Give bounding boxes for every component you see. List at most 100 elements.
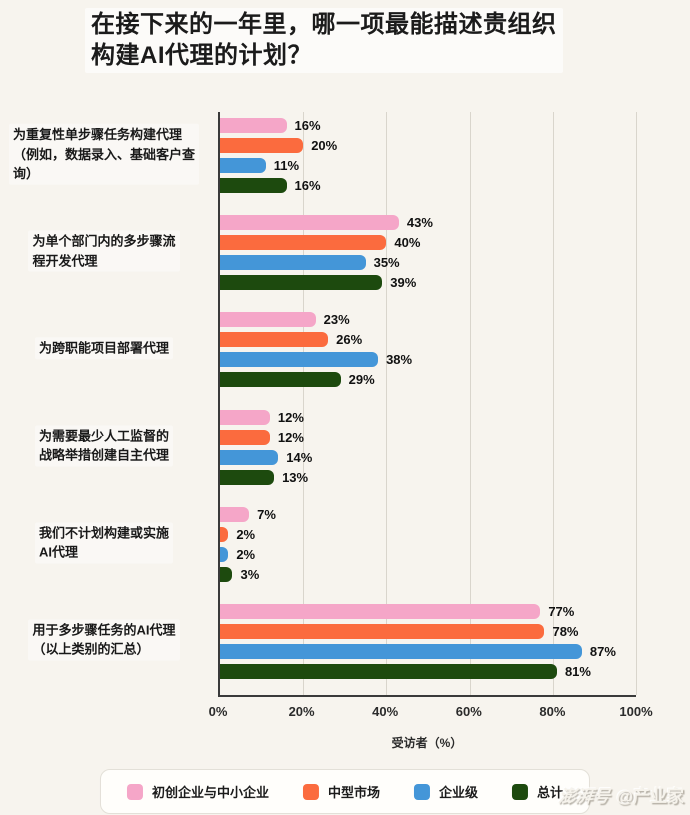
category-label-text: 为单个部门内的多步骤流 程开发代理 <box>28 230 180 272</box>
bar-中型市场 <box>220 332 329 348</box>
bar-value: 77% <box>548 603 575 619</box>
bar-value: 2% <box>236 526 256 542</box>
legend-item: 中型市场 <box>302 782 380 801</box>
bar-value: 38% <box>386 352 413 368</box>
gridline-60 <box>469 112 471 695</box>
bar-初创企业与中小企业 <box>220 409 270 425</box>
category-label: 为需要最少人工监督的 战略举措创建自主代理 <box>4 425 204 467</box>
bar-总计 <box>220 372 341 388</box>
bar-row: 81% <box>220 663 636 679</box>
x-tick: 60% <box>455 704 482 719</box>
bar-row: 16% <box>220 178 636 193</box>
legend: 初创企业与中小企业 中型市场 企业级 总计 <box>99 769 591 814</box>
bar-row: 14% <box>220 449 636 465</box>
bar-row: 3% <box>220 566 636 582</box>
bar-总计 <box>220 663 557 679</box>
bar-value: 2% <box>236 546 256 562</box>
bar-row: 77% <box>220 603 636 619</box>
category-label-text: 为需要最少人工监督的 战略举措创建自主代理 <box>34 425 173 467</box>
bar-企业级 <box>220 546 229 562</box>
bar-企业级 <box>220 643 582 659</box>
bar-中型市场 <box>220 138 304 153</box>
category-label-text: 用于多步骤任务的AI代理 （以上类别的汇总） <box>28 619 180 661</box>
legend-swatch <box>512 783 529 800</box>
bar-中型市场 <box>220 235 387 251</box>
category-group: 为需要最少人工监督的 战略举措创建自主代理 12% 12% 14% 13% <box>34 404 636 501</box>
bar-row: 35% <box>220 255 636 271</box>
bar-企业级 <box>220 449 279 465</box>
bar-row: 7% <box>220 506 636 522</box>
category-label: 我们不计划构建或实施 AI代理 <box>4 522 204 564</box>
x-axis-label: 受访者（%） <box>391 736 463 750</box>
category-group: 用于多步骤任务的AI代理 （以上类别的汇总） 77% 78% 87% 81% <box>28 598 636 695</box>
bar-row: 13% <box>220 469 636 485</box>
bar-row: 29% <box>220 372 636 388</box>
legend-label: 初创企业与中小企业 <box>151 785 269 800</box>
bar-企业级 <box>220 255 366 271</box>
bar-row: 87% <box>220 643 636 659</box>
bar-row: 39% <box>220 275 636 291</box>
category-group: 为跨职能项目部署代理 23% 26% 38% 29% <box>34 306 636 403</box>
bar-初创企业与中小企业 <box>220 215 399 231</box>
gridline-20 <box>303 112 305 695</box>
category-group: 为重复性单步骤任务构建代理 （例如，数据录入、基础客户查 询） 16% 20% 11%… <box>8 112 636 209</box>
bar-groups: 为重复性单步骤任务构建代理 （例如，数据录入、基础客户查 询） 16% 20% 11%… <box>8 112 636 695</box>
gridline-40 <box>386 112 388 695</box>
x-tick: 0% <box>208 704 228 719</box>
legend-item: 初创企业与中小企业 <box>126 782 269 801</box>
bar-中型市场 <box>220 526 229 542</box>
category-label: 用于多步骤任务的AI代理 （以上类别的汇总） <box>4 619 204 661</box>
x-axis-ticks: 0% 20% 40% 60% 80% 100% <box>209 704 653 722</box>
bar-row: 26% <box>220 332 636 348</box>
category-label: 为单个部门内的多步骤流 程开发代理 <box>4 230 204 272</box>
bar-row: 23% <box>220 312 636 328</box>
bar-总计 <box>220 469 275 485</box>
bar-row: 12% <box>220 409 636 425</box>
bar-row: 12% <box>220 429 636 445</box>
bar-value: 78% <box>552 623 579 639</box>
bar-value: 13% <box>282 469 309 485</box>
bar-row: 38% <box>220 352 636 368</box>
bar-初创企业与中小企业 <box>220 312 316 328</box>
bar-value: 35% <box>373 255 400 271</box>
plot-area: 为重复性单步骤任务构建代理 （例如，数据录入、基础客户查 询） 16% 20% 11%… <box>8 112 637 697</box>
bar-value: 39% <box>390 275 417 291</box>
legend-swatch <box>126 783 143 800</box>
bar-value: 26% <box>336 332 363 348</box>
legend-label: 总计 <box>537 785 564 800</box>
category-label: 为跨职能项目部署代理 <box>4 337 204 360</box>
gridline-80 <box>552 112 554 695</box>
category-label: 为重复性单步骤任务构建代理 （例如，数据录入、基础客户查 询） <box>4 123 204 185</box>
bar-总计 <box>220 178 287 193</box>
bar-row: 2% <box>220 526 636 542</box>
bar-value: 43% <box>406 215 433 231</box>
bar-总计 <box>220 275 383 291</box>
bar-企业级 <box>220 158 266 173</box>
bar-value: 40% <box>394 235 421 251</box>
legend-item: 总计 <box>512 782 563 801</box>
watermark: 澎湃号 @产业家 <box>558 782 684 807</box>
bar-value: 81% <box>564 663 591 679</box>
legend-swatch <box>414 783 430 800</box>
bar-value: 12% <box>277 429 304 445</box>
bar-初创企业与中小企业 <box>220 118 287 133</box>
bar-中型市场 <box>220 429 270 445</box>
x-tick: 80% <box>539 704 566 719</box>
bar-初创企业与中小企业 <box>220 506 250 522</box>
bar-value: 23% <box>323 312 350 328</box>
x-tick: 100% <box>619 704 653 719</box>
bar-row: 40% <box>220 235 636 251</box>
bar-value: 16% <box>294 118 321 133</box>
x-tick: 40% <box>372 704 399 719</box>
bar-value: 20% <box>311 138 338 153</box>
bar-value: 11% <box>273 158 300 173</box>
legend-label: 企业级 <box>439 785 479 800</box>
bar-value: 3% <box>240 566 260 582</box>
x-tick: 20% <box>288 704 315 719</box>
bar-初创企业与中小企业 <box>220 603 541 619</box>
bar-row: 2% <box>220 546 636 562</box>
category-group: 为单个部门内的多步骤流 程开发代理 43% 40% 35% 39% <box>28 209 636 306</box>
legend-swatch <box>302 783 319 800</box>
legend-item: 企业级 <box>414 782 478 801</box>
chart-title: 在接下来的一年里，哪一项最能描述贵组织 构建AI代理的计划？ <box>85 8 563 74</box>
